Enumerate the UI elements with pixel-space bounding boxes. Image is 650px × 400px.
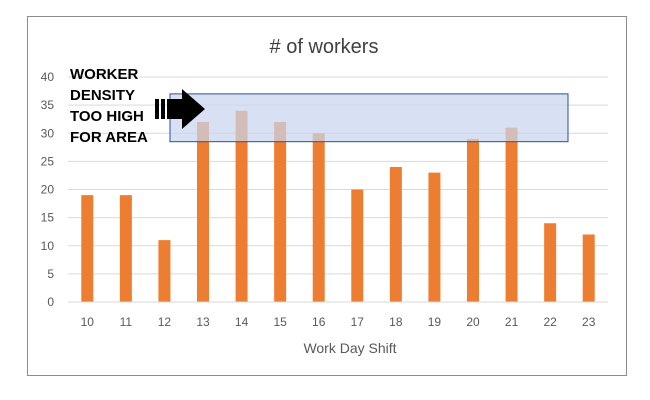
- y-tick-label: 20: [41, 183, 55, 197]
- x-axis-title: Work Day Shift: [303, 340, 396, 356]
- y-tick-label: 15: [41, 211, 55, 225]
- bar: [389, 167, 402, 302]
- bar: [158, 240, 171, 302]
- x-tick-label: 19: [428, 315, 442, 329]
- x-tick-label: 13: [196, 315, 210, 329]
- bar: [505, 127, 518, 302]
- x-tick-label: 22: [543, 315, 557, 329]
- x-tick-label: 20: [466, 315, 480, 329]
- annotation-line: FOR AREA: [70, 129, 148, 146]
- x-tick-label: 18: [389, 315, 403, 329]
- bars: [81, 110, 595, 302]
- x-tick-label: 21: [505, 315, 519, 329]
- chart-frame: # of workers 0 5 10 15 20 25 30 35 40 10 11 12 13 14…: [27, 16, 627, 376]
- x-tick-label: 10: [81, 315, 95, 329]
- chart-title: # of workers: [270, 36, 379, 58]
- y-tick-label: 35: [41, 98, 55, 112]
- annotation-line: DENSITY: [70, 87, 135, 104]
- x-tick-label: 15: [273, 315, 287, 329]
- right-arrow-icon: [155, 89, 205, 129]
- x-tick-label: 16: [312, 315, 326, 329]
- y-tick-label: 5: [47, 267, 54, 281]
- annotation-line: TOO HIGH: [70, 108, 144, 125]
- y-tick-label: 25: [41, 154, 55, 168]
- bar-chart: # of workers 0 5 10 15 20 25 30 35 40 10 11 12 13 14…: [41, 36, 608, 356]
- y-tick-label: 30: [41, 126, 55, 140]
- x-axis-ticks: 10 11 12 13 14 15 16 17 18 19 20 21 22 23: [81, 315, 596, 329]
- annotation-text: WORKER DENSITY TOO HIGH FOR AREA: [70, 66, 148, 146]
- bar: [197, 122, 209, 302]
- bar: [119, 195, 132, 302]
- highlight-box: [169, 93, 569, 143]
- annotation-line: WORKER: [70, 66, 138, 83]
- x-tick-label: 11: [120, 315, 133, 329]
- y-tick-label: 0: [47, 295, 54, 309]
- bar: [81, 195, 94, 302]
- bar: [467, 138, 479, 302]
- y-axis-ticks: 0 5 10 15 20 25 30 35 40: [41, 70, 55, 309]
- bar: [235, 110, 248, 302]
- x-tick-label: 17: [351, 315, 365, 329]
- x-tick-label: 23: [582, 315, 596, 329]
- bar: [274, 122, 287, 302]
- bar: [428, 172, 441, 302]
- bar: [582, 234, 595, 302]
- x-tick-label: 14: [235, 315, 249, 329]
- bar: [544, 223, 557, 302]
- x-tick-label: 12: [158, 315, 172, 329]
- bar: [312, 133, 325, 302]
- y-tick-label: 10: [41, 239, 55, 253]
- y-tick-label: 40: [41, 70, 55, 84]
- bar: [351, 189, 364, 302]
